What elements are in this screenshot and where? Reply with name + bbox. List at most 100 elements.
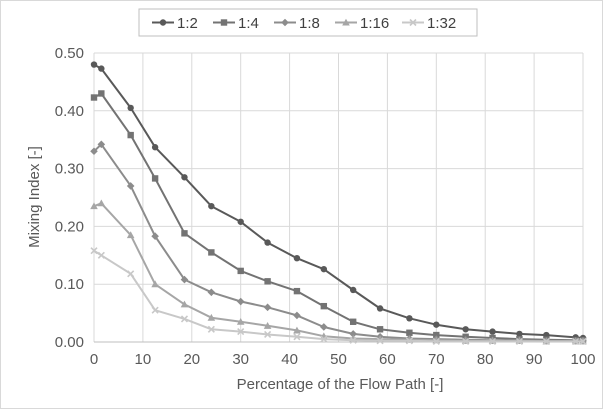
data-point [90, 94, 98, 101]
data-point [349, 318, 357, 325]
data-point [90, 61, 98, 68]
legend-entry-1-8: 1:8 [274, 15, 320, 32]
series-1-32 [90, 247, 587, 345]
data-point [181, 230, 188, 237]
data-point [406, 329, 413, 336]
y-tick-label: 0.30 [55, 161, 84, 178]
data-point [180, 275, 189, 284]
data-point [349, 330, 357, 338]
data-point [263, 322, 272, 329]
data-point [98, 90, 105, 97]
legend-entry-1-16: 1:16 [335, 15, 389, 32]
data-point [180, 300, 189, 308]
data-point [151, 175, 159, 182]
x-tick-label: 90 [526, 351, 543, 368]
data-point [181, 174, 188, 181]
data-point [90, 202, 98, 210]
legend-label: 1:16 [360, 15, 389, 32]
data-point [516, 330, 523, 338]
data-point [151, 232, 159, 241]
y-tick-label: 0.40 [55, 103, 84, 120]
data-point [281, 18, 289, 27]
data-point-stroke [237, 328, 245, 336]
data-point-stroke [376, 337, 384, 345]
data-point [405, 337, 413, 345]
data-point [433, 331, 440, 339]
data-point [126, 182, 135, 190]
x-tick-label: 80 [477, 351, 494, 368]
data-point [349, 336, 357, 344]
data-point [97, 199, 106, 207]
data-point [207, 313, 216, 321]
data-point [320, 323, 328, 331]
data-point [264, 278, 271, 285]
x-tick-label: 10 [135, 351, 152, 368]
data-point [349, 286, 357, 294]
data-point [97, 251, 105, 259]
data-point [406, 315, 413, 322]
legend-label: 1:8 [299, 15, 320, 32]
series-1-4 [90, 90, 587, 344]
data-point [180, 315, 189, 323]
data-point [264, 239, 271, 246]
data-point [126, 231, 135, 239]
legend-entry-1-4: 1:4 [213, 15, 259, 32]
legend-label: 1:2 [177, 15, 198, 32]
data-point [207, 288, 216, 297]
data-point [542, 337, 550, 345]
y-tick-label: 0.50 [55, 45, 84, 62]
data-point-stroke [127, 270, 135, 278]
data-point-stroke [151, 306, 159, 314]
data-point [376, 326, 384, 333]
legend-entry-1-32: 1:32 [402, 15, 456, 32]
data-point-stroke [572, 337, 580, 345]
data-point [320, 265, 328, 273]
legend-label: 1:32 [427, 15, 456, 32]
data-point [208, 249, 215, 256]
x-tick-label: 50 [330, 351, 347, 368]
series-line [93, 63, 584, 339]
data-point [293, 254, 301, 262]
series-line [93, 249, 583, 343]
x-tick-label: 0 [90, 351, 98, 368]
data-point [489, 328, 496, 335]
series-line [93, 92, 583, 342]
x-axis-title: Percentage of the Flow Path [-] [237, 376, 444, 393]
data-point [572, 337, 580, 345]
data-point-stroke [349, 336, 357, 344]
data-point [127, 131, 134, 139]
data-point [433, 321, 440, 328]
data-point [320, 302, 328, 310]
data-point [293, 333, 301, 341]
y-axis-title: Mixing Index [-] [26, 146, 43, 248]
data-point-stroke [97, 251, 105, 259]
data-point [90, 147, 98, 156]
data-point [127, 270, 135, 278]
legend-label: 1:4 [238, 15, 259, 32]
gridlines [93, 52, 584, 343]
data-point [409, 18, 417, 27]
data-point [515, 337, 523, 345]
y-tick-label: 0.00 [55, 334, 84, 351]
x-tick-label: 60 [379, 351, 396, 368]
x-tick-label: 100 [570, 351, 595, 368]
data-point-stroke [579, 337, 587, 345]
data-point-stroke [409, 18, 417, 27]
data-point [376, 305, 384, 312]
data-point [127, 104, 134, 112]
data-point [342, 18, 350, 26]
data-point [208, 202, 215, 210]
data-point [293, 287, 301, 295]
data-point [237, 328, 245, 336]
data-point-stroke [180, 315, 189, 323]
x-tick-label: 40 [281, 351, 298, 368]
data-point [293, 311, 301, 320]
data-point-stroke [90, 247, 98, 255]
series-layer [90, 61, 587, 345]
data-point [579, 337, 587, 345]
data-point [151, 306, 159, 314]
data-point [263, 303, 272, 312]
data-point [293, 326, 301, 334]
data-point [376, 337, 384, 345]
